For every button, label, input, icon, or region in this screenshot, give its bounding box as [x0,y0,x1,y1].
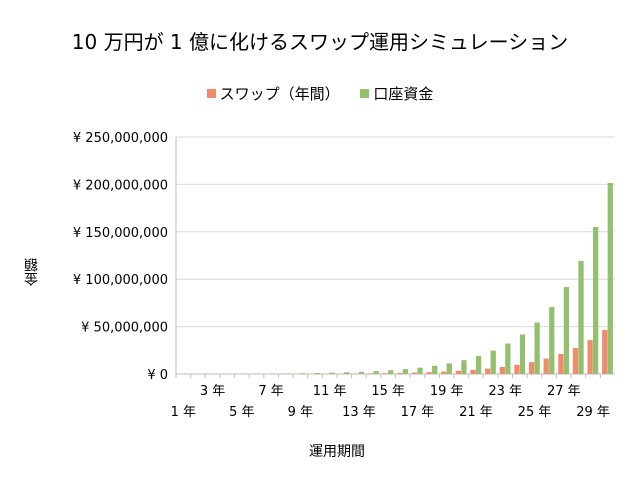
legend-item-swap: スワップ（年間） [206,83,340,104]
bar-swap [602,329,608,374]
bar-swap [397,372,403,374]
bar-swap [543,358,549,374]
bar-balance [373,371,379,374]
bar-swap [528,362,535,374]
x-tick-label: 3 年 [200,384,225,399]
bar-balance [490,350,496,374]
bar-balance [519,334,526,374]
y-tick-label: ¥ 200,000,000 [73,178,168,193]
y-tick-label: ¥ 150,000,000 [73,226,168,241]
bar-balance [329,372,335,374]
bar-swap [514,364,520,374]
bar-balance [534,322,540,374]
bar-balance [432,365,438,374]
x-tick-label: 25 年 [518,405,552,420]
bar-swap [382,373,388,374]
legend-swatch-swap [206,89,216,98]
bar-swap [572,347,579,374]
x-tick-label: 17 年 [401,405,435,420]
x-tick-label: 5 年 [229,405,254,420]
bar-balance [461,360,467,374]
bar-swap [367,373,374,374]
x-tick-label: 19 年 [430,384,464,399]
bar-swap [558,353,564,374]
bar-balance [505,343,511,374]
y-tick-label: ¥ 250,000,000 [73,131,168,146]
bar-balance [446,363,452,374]
x-tick-label: 21 年 [459,405,493,420]
bar-balance [549,307,555,374]
x-tick-label: 29 年 [576,405,610,420]
legend-swatch-balance [360,89,370,98]
bar-balance [358,371,365,374]
bar-balance [475,355,482,374]
bar-swap [411,372,418,374]
x-tick-label: 9 年 [288,405,313,420]
bar-swap [353,373,359,374]
bar-swap [485,368,491,374]
bar-balance [563,287,570,374]
bar-swap [499,366,505,374]
bar-swap [587,340,593,374]
bar-balance [402,369,409,374]
x-tick-label: 13 年 [342,405,376,420]
x-tick-label: 7 年 [258,384,283,399]
x-tick-label: 1 年 [171,405,196,420]
x-axis-title: 運用期間 [309,444,365,460]
x-tick-label: 11 年 [313,384,347,399]
bar-balance [285,373,291,374]
bar-balance [344,372,350,374]
x-tick-label: 23 年 [488,384,522,399]
bar-swap [441,371,447,374]
legend-label-balance: 口座資金 [373,85,434,103]
bar-balance [314,372,321,374]
bar-balance [388,370,394,374]
bar-balance [417,367,423,374]
y-tick-label: ¥ 50,000,000 [81,321,168,336]
bar-balance [300,373,306,374]
bar-balance [593,227,599,374]
x-tick-label: 27 年 [547,384,581,399]
bar-balance [607,182,613,374]
legend-label-swap: スワップ（年間） [219,85,340,103]
chart-title: 10 万円が 1 億に化けるスワップ運用シミュレーション [71,30,569,54]
legend-item-balance: 口座資金 [360,83,433,104]
bar-swap [455,370,462,374]
bar-balance [578,260,584,374]
y-tick-label: ¥ 100,000,000 [73,273,168,288]
bar-swap [426,372,432,374]
y-tick-label: ¥ 0 [147,368,168,383]
bar-swap [470,369,476,374]
x-tick-label: 15 年 [371,384,405,399]
legend: スワップ（年間） 口座資金 [0,83,640,104]
